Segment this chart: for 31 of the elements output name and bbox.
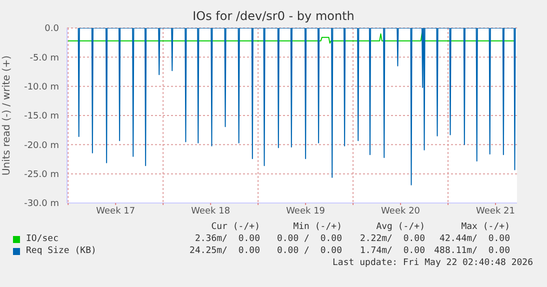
text: Max (-/+)	[460, 222, 510, 232]
line-series	[68, 32, 516, 44]
text: Min (-/+)	[292, 222, 342, 232]
line-series	[78, 28, 516, 186]
x-tick-label: Week 17	[96, 206, 136, 216]
y-tick-label: -10.0 m	[24, 82, 59, 93]
x-tick-label: Week 21	[476, 206, 516, 216]
chart-title: IOs for /dev/sr0 - by month	[192, 9, 356, 23]
text: Cur (-/+)	[210, 222, 260, 232]
text: 24.25m/ 0.00	[188, 246, 260, 256]
text: 0.00 / 0.00	[276, 234, 342, 244]
legend-label: Req Size (KB)	[26, 246, 96, 256]
y-tick-label: -5.0 m	[30, 53, 59, 64]
y-tick-label: -15.0 m	[24, 112, 59, 122]
x-tick-label: Week 18	[191, 206, 230, 216]
x-tick-label: Week 20	[381, 206, 420, 216]
x-tick-label: Week 19	[286, 206, 326, 216]
text: 1.74m/ 0.00	[360, 246, 425, 256]
text: 42.44m/ 0.00	[440, 234, 510, 244]
text: 2.36m/ 0.00	[194, 234, 260, 244]
y-tick-label: -20.0 m	[24, 140, 59, 151]
legend-label: IO/sec	[26, 234, 59, 244]
text: Last update: Fri May 22 02:40:48 2026	[332, 258, 533, 268]
y-tick-label: -30.0 m	[24, 199, 59, 210]
text: 488.11m/ 0.00	[434, 246, 510, 256]
y-tick-label: -25.0 m	[24, 170, 59, 180]
text: 0.00 / 0.00	[276, 246, 342, 256]
text: Avg (-/+)	[375, 222, 425, 232]
text: 2.22m/ 0.00	[360, 234, 425, 244]
y-axis-title: Units read (-) / write (+)	[2, 55, 13, 176]
y-tick-label: 0.0	[44, 24, 60, 34]
